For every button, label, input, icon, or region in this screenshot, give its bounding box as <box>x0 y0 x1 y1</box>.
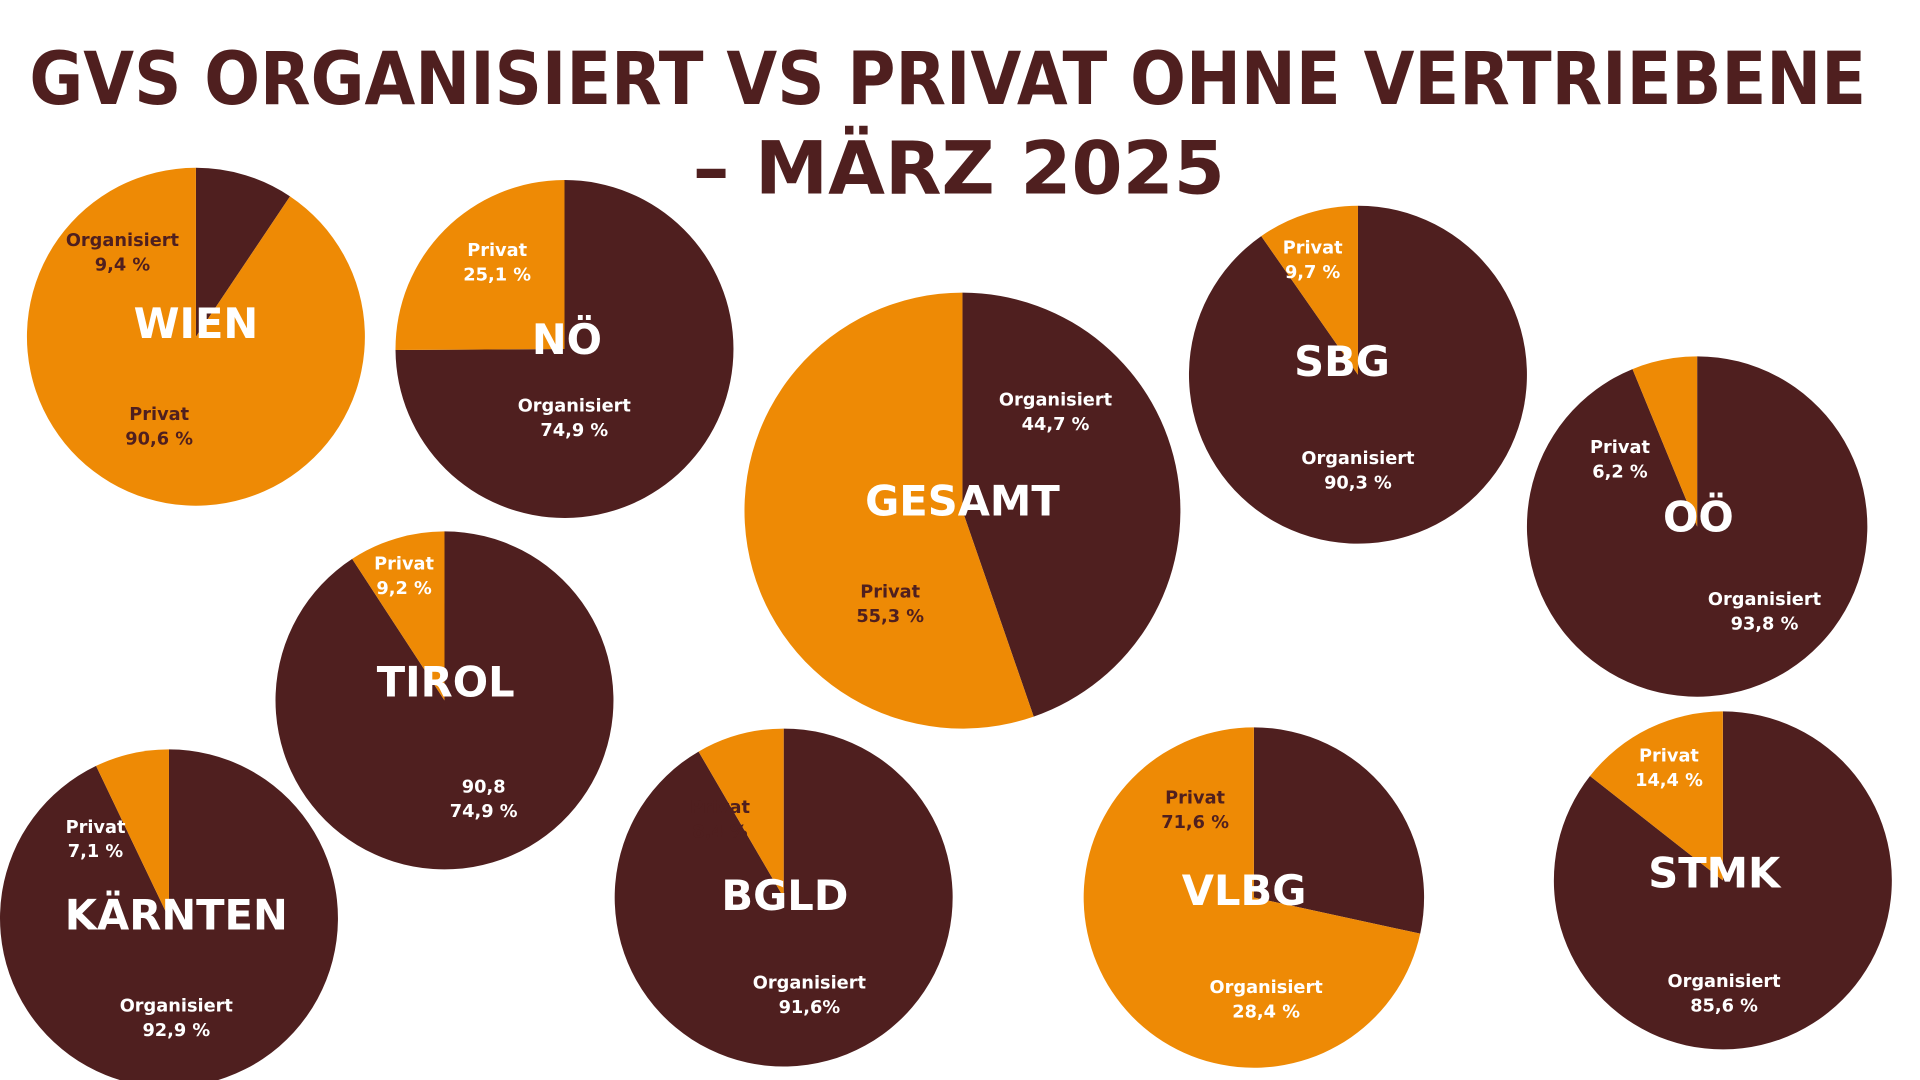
slice-value-label: 93,8 % <box>1731 614 1799 634</box>
slice-category-label: Organisiert <box>518 397 632 417</box>
slice-category-label: Organisiert <box>999 390 1113 410</box>
slice-value-label: 28,4 % <box>1232 1003 1300 1023</box>
slice-value-label: 90,8 <box>462 777 506 797</box>
slice-category-label: Privat <box>860 583 920 603</box>
slice-value-label: 92,9 % <box>142 1021 210 1041</box>
pie-slice <box>395 180 565 351</box>
slice-value-label: 9,4 % <box>95 256 151 276</box>
pie-slice <box>275 531 614 870</box>
pie-chart: Organisiert 92,9 % Privat 7,1 % KÄRNTEN <box>0 749 338 1080</box>
slice-category-label: Privat <box>374 554 434 574</box>
slice-value-label: 90,6 % <box>125 430 193 450</box>
pie-chart: Organisiert 93,8 % Privat 6,2 % OÖ <box>1526 356 1868 697</box>
slice-value-label: 55,3 % <box>856 607 924 627</box>
pie-slice <box>0 749 338 1080</box>
pie-chart: Organisiert 91,6% Privat 8,4 % BGLD <box>614 728 953 1067</box>
pie-chart: Organisiert 44,7 % Privat 55,3 % GESAMT <box>744 292 1181 729</box>
pie-title: GESAMT <box>865 476 1060 525</box>
annotation: 74,9 % <box>450 802 518 822</box>
page-title: – MÄRZ 2025 <box>693 125 1225 211</box>
slice-value-label: 25,1 % <box>463 266 531 286</box>
pie-slice <box>1253 727 1425 934</box>
pie-slice <box>1083 727 1421 1068</box>
pie-chart: Organisiert 28,4 % Privat 71,6 % VLBG <box>1083 727 1425 1068</box>
slice-category-label: Organisiert <box>66 231 180 251</box>
pie-title: VLBG <box>1182 866 1307 915</box>
pie-chart: Organisiert 74,9 % Privat 25,1 % NÖ <box>395 180 734 518</box>
slice-category-label: Privat <box>129 405 189 425</box>
pie-slice <box>195 167 291 337</box>
page-title: GVS ORGANISIERT VS PRIVAT OHNE VERTRIEBE… <box>29 37 1866 122</box>
slice-category-label: Privat <box>467 241 527 261</box>
pie-slice <box>1261 205 1358 375</box>
slice-category-label: Privat <box>1639 747 1699 767</box>
pie-slice <box>1632 356 1698 527</box>
pie-title: KÄRNTEN <box>65 890 288 939</box>
pie-slice <box>1188 205 1527 544</box>
slice-category-label: Privat <box>66 818 126 838</box>
pie-title: WIEN <box>134 299 259 348</box>
slice-value-label: 74,9 % <box>540 421 608 441</box>
slice-category-label: Privat <box>1165 788 1225 808</box>
pie-slice <box>395 180 734 518</box>
pie-slice <box>698 728 784 898</box>
pie-title: BGLD <box>721 871 848 920</box>
slice-value-label: 9,7 % <box>1285 263 1341 283</box>
pie-chart: Organisiert 85,6 % Privat 14,4 % STMK <box>1553 711 1892 1050</box>
pie-title: NÖ <box>532 315 602 364</box>
pie-slice <box>1589 711 1723 881</box>
pie-title: STMK <box>1648 849 1782 898</box>
slice-category-label: Organisiert <box>1301 449 1415 469</box>
slice-value-label: 44,7 % <box>1022 415 1090 435</box>
pie-chart: Organisiert 90,3 % Privat 9,7 % SBG <box>1188 205 1527 544</box>
slice-value-label: 9,2 % <box>376 579 432 599</box>
pie-title: TIROL <box>377 658 515 707</box>
slice-category-label: Organisiert <box>1667 972 1781 992</box>
slice-value-label: 6,2 % <box>1592 463 1648 483</box>
slice-category-label: Organisiert <box>1708 590 1822 610</box>
slice-category-label: Privat <box>1283 239 1343 259</box>
pie-chart: 90,8 Privat 9,2 % 74,9 % TIROL <box>275 531 614 870</box>
slice-category-label: Privat <box>1590 438 1650 458</box>
slice-category-label: Organisiert <box>753 973 867 993</box>
pie-title: OÖ <box>1663 492 1734 541</box>
slice-value-label: 8,4 % <box>692 823 748 843</box>
slice-category-label: Organisiert <box>120 997 234 1017</box>
slice-value-label: 85,6 % <box>1690 997 1758 1017</box>
pie-slice <box>962 292 1181 717</box>
pie-slice <box>26 167 365 506</box>
pie-slice <box>1553 711 1892 1050</box>
pie-slice <box>96 749 169 919</box>
slice-value-label: 71,6 % <box>1161 813 1229 833</box>
slice-value-label: 90,3 % <box>1324 474 1392 494</box>
pie-slice <box>1526 356 1868 697</box>
slice-value-label: 7,1 % <box>68 842 124 862</box>
slice-value-label: 91,6% <box>779 998 841 1018</box>
pie-chart: Organisiert 9,4 % Privat 90,6 % WIEN <box>26 167 365 506</box>
pie-title: SBG <box>1294 337 1390 386</box>
pie-slice <box>352 531 445 701</box>
slice-category-label: Privat <box>690 798 750 818</box>
slice-value-label: 14,4 % <box>1635 771 1703 791</box>
slice-category-label: Organisiert <box>1210 978 1324 998</box>
pie-slice <box>744 292 1034 729</box>
